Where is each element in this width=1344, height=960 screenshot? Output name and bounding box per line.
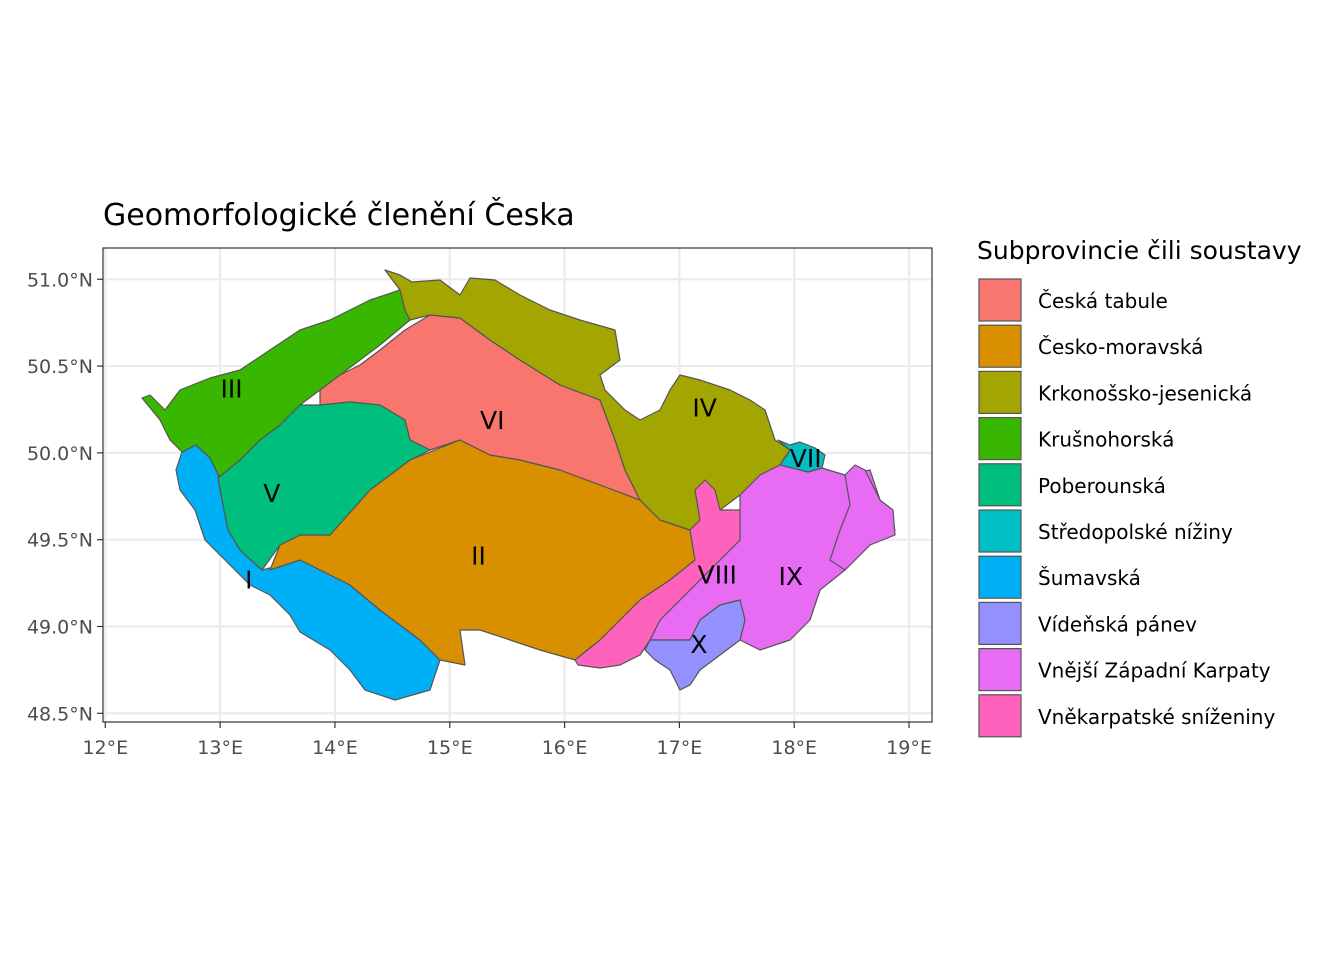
legend-items: Česká tabule Česko-moravská Krkonošsko-jes… bbox=[978, 278, 1275, 738]
region-label: VII bbox=[790, 444, 822, 473]
region-label: IV bbox=[692, 394, 716, 423]
x-tick-label: 13°E bbox=[197, 737, 243, 759]
legend-item-label: Krkonošsko-jesenická bbox=[1038, 381, 1252, 405]
region-label: VI bbox=[480, 406, 504, 435]
y-tick-label: 48.5°N bbox=[27, 703, 93, 725]
region-vnejsi-zapadni-karpaty-east bbox=[829, 464, 896, 571]
x-tick-label: 19°E bbox=[886, 737, 932, 759]
legend-item-label: Středopolské nížiny bbox=[1038, 520, 1233, 544]
legend-item-label: Vnější Západní Karpaty bbox=[1038, 659, 1271, 683]
legend-item-label: Česko-moravská bbox=[1038, 335, 1203, 359]
y-axis: 51.0°N 50.5°N 50.0°N 49.5°N 49.0°N 48.5°N bbox=[27, 269, 103, 725]
region-krkonossko-jesenicka bbox=[384, 269, 791, 531]
region-vnekarpatske-snizeniny bbox=[574, 479, 741, 669]
y-tick-label: 49.0°N bbox=[27, 617, 93, 639]
regions bbox=[141, 269, 896, 701]
region-videnska-panev bbox=[644, 599, 746, 691]
y-tick-label: 50.5°N bbox=[27, 356, 93, 378]
legend-key bbox=[978, 417, 1022, 461]
legend-key bbox=[978, 647, 1022, 692]
legend-key bbox=[978, 694, 1022, 738]
legend-item-label: Poberounská bbox=[1038, 474, 1166, 498]
legend-key bbox=[978, 555, 1022, 599]
region-label: II bbox=[471, 541, 486, 570]
legend-item-label: Krušnohorská bbox=[1038, 428, 1174, 452]
panel-border bbox=[102, 247, 933, 723]
legend-key bbox=[978, 278, 1022, 322]
x-axis: 12°E 13°E 14°E 15°E 16°E 17°E 18°E 19°E bbox=[82, 722, 932, 759]
legend-item-label: Vněkarpatské sníženiny bbox=[1038, 705, 1275, 729]
region-label: VIII bbox=[698, 560, 737, 589]
legend-key bbox=[978, 463, 1022, 507]
legend-key bbox=[978, 509, 1022, 553]
legend-key bbox=[978, 324, 1022, 368]
x-tick-label: 18°E bbox=[771, 737, 817, 759]
y-tick-label: 49.5°N bbox=[27, 530, 93, 552]
x-tick-label: 15°E bbox=[427, 737, 473, 759]
map-title: Geomorfologické členění Česka bbox=[103, 196, 575, 233]
region-label: X bbox=[690, 630, 707, 659]
y-tick-label: 51.0°N bbox=[27, 269, 93, 291]
legend-title: Subprovincie čili soustavy bbox=[977, 236, 1302, 265]
region-label: I bbox=[245, 566, 252, 595]
legend-item-label: Česká tabule bbox=[1038, 289, 1168, 313]
region-label: IX bbox=[779, 562, 804, 591]
legend-item-label: Vídeňská pánev bbox=[1038, 612, 1197, 636]
legend-key bbox=[978, 601, 1022, 646]
x-tick-label: 12°E bbox=[82, 737, 128, 759]
region-krusnohorska bbox=[141, 289, 411, 479]
x-tick-label: 16°E bbox=[542, 737, 588, 759]
legend-key bbox=[978, 370, 1022, 414]
region-label: III bbox=[221, 375, 243, 404]
y-tick-label: 50.0°N bbox=[27, 443, 93, 465]
x-tick-label: 14°E bbox=[312, 737, 358, 759]
region-poberounska bbox=[217, 401, 431, 571]
legend: Subprovincie čili soustavy Česká tabuleČ… bbox=[977, 236, 1302, 738]
region-label: V bbox=[263, 479, 280, 508]
legend-item-label: Šumavská bbox=[1038, 566, 1141, 590]
x-tick-label: 17°E bbox=[657, 737, 703, 759]
